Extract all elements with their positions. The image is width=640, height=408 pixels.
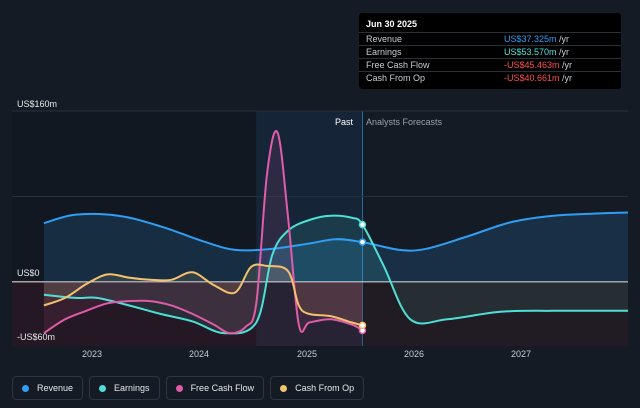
- series-line-free-cash-flow: [43, 129, 364, 335]
- tooltip-unit: /yr: [556, 47, 570, 57]
- y-tick-top: US$160m: [17, 99, 58, 109]
- tooltip-value: -US$45.463m: [504, 60, 560, 70]
- legend-cash-from-op[interactable]: Cash From Op: [270, 376, 365, 400]
- legend-label: Earnings: [114, 383, 150, 393]
- tooltip-row-revenue: Revenue US$37.325m /yr: [359, 32, 621, 45]
- forecast-label: Analysts Forecasts: [366, 117, 443, 127]
- series-area-free-cash-flow: [43, 130, 363, 334]
- negative-tint-forecast: [362, 281, 628, 346]
- x-tick-2026: 2026: [403, 349, 425, 359]
- legend-label: Revenue: [37, 383, 74, 393]
- series-area-cash-from-op: [43, 264, 363, 326]
- x-tick-2023: 2023: [81, 349, 103, 359]
- tooltip-row-cfo: Cash From Op -US$40.661m /yr: [359, 71, 621, 84]
- legend-label: Cash From Op: [295, 383, 355, 393]
- tooltip-label: Revenue: [366, 34, 403, 44]
- point-earnings: [358, 220, 367, 229]
- series-area-earnings: [43, 215, 628, 334]
- series-line-cash-from-op: [43, 263, 363, 327]
- legend-dot-icon: [22, 384, 29, 392]
- y-tick-bottom: -US$60m: [17, 332, 56, 342]
- tooltip-unit: /yr: [556, 34, 570, 44]
- tooltip: Jun 30 2025 Revenue US$37.325m /yr Earni…: [359, 13, 621, 89]
- negative-tint: [12, 281, 363, 346]
- x-tick-2025: 2025: [296, 349, 318, 359]
- tooltip-label: Free Cash Flow: [366, 60, 430, 70]
- point-revenue: [358, 238, 367, 246]
- tooltip-value: US$53.570m: [504, 47, 557, 57]
- series-line-revenue: [43, 211, 629, 252]
- highlight-band: [256, 111, 363, 346]
- tooltip-value: US$37.325m: [504, 34, 557, 44]
- x-tick-2027: 2027: [510, 349, 532, 359]
- tooltip-unit: /yr: [559, 60, 573, 70]
- legend-dot-icon: [99, 384, 107, 392]
- series-area-revenue: [43, 212, 628, 282]
- legend-earnings[interactable]: Earnings: [89, 376, 160, 400]
- tooltip-row-fcf: Free Cash Flow -US$45.463m /yr: [359, 58, 621, 71]
- tooltip-row-earnings: Earnings US$53.570m /yr: [359, 45, 621, 58]
- tooltip-label: Earnings: [366, 47, 402, 57]
- x-tick-2024: 2024: [188, 349, 210, 359]
- legend-dot-icon: [280, 384, 288, 392]
- point-cash-from-op: [358, 321, 367, 330]
- tooltip-value: -US$40.661m: [504, 73, 560, 83]
- series-line-earnings: [43, 214, 629, 335]
- legend-free-cash-flow[interactable]: Free Cash Flow: [165, 376, 265, 400]
- tooltip-label: Cash From Op: [366, 73, 426, 83]
- past-label: Past: [335, 117, 354, 127]
- tooltip-unit: /yr: [559, 73, 573, 83]
- legend: Revenue Earnings Free Cash Flow Cash Fro…: [12, 376, 365, 400]
- y-tick-zero: US$0: [17, 268, 40, 278]
- legend-revenue[interactable]: Revenue: [12, 376, 84, 400]
- legend-dot-icon: [175, 384, 183, 392]
- tooltip-date: Jun 30 2025: [366, 19, 418, 29]
- legend-label: Free Cash Flow: [190, 383, 255, 393]
